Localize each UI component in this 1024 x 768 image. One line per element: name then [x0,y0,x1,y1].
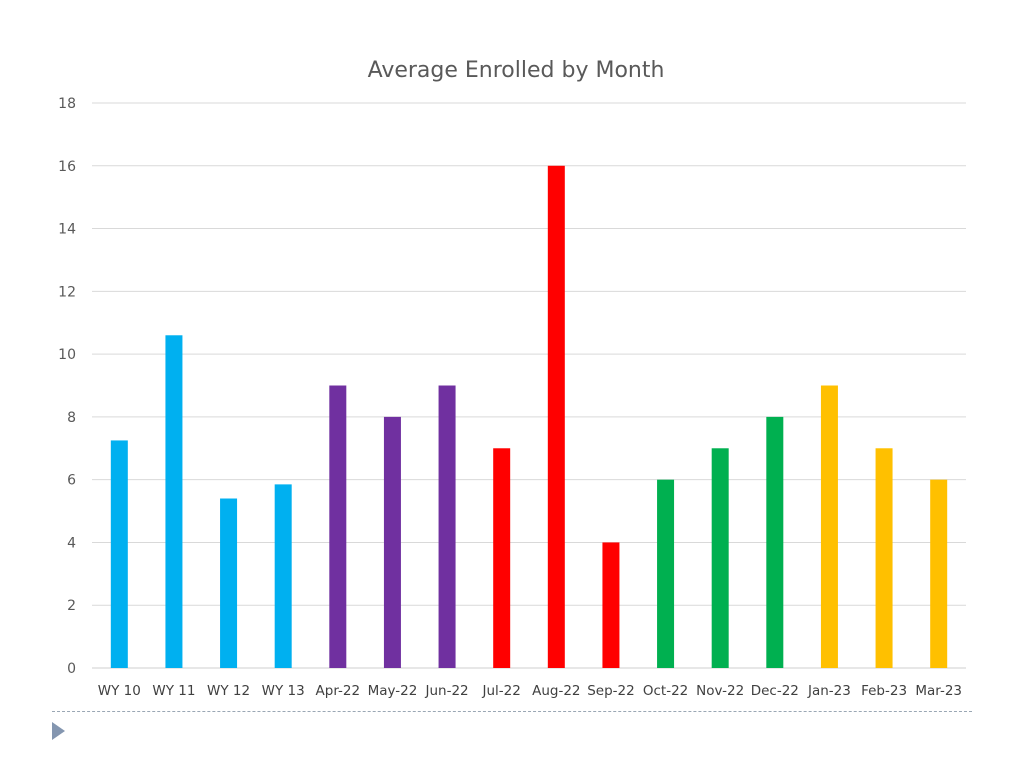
triangle-bullet-icon [52,722,65,740]
bar-nov-22 [711,448,729,668]
bar-jan-23 [820,385,838,668]
bar-dec-22 [766,416,784,668]
y-tick-label: 6 [67,473,76,489]
y-tick-label: 16 [58,159,76,175]
x-tick-label: Nov-22 [696,683,744,699]
x-tick-label: Feb-23 [861,683,907,699]
bar-oct-22 [657,479,675,668]
x-tick-label: Jun-22 [424,683,468,699]
bar-wy-10 [110,440,128,668]
y-tick-label: 18 [58,96,76,112]
x-tick-label: Aug-22 [532,683,580,699]
x-tick-label: Mar-23 [915,683,962,699]
y-tick-label: 10 [58,347,76,363]
x-tick-label: Jan-23 [807,683,851,699]
bar-sep-22 [602,542,620,668]
bar-wy-13 [274,484,292,668]
bar-may-22 [383,416,401,668]
x-tick-label: Oct-22 [643,683,688,699]
y-tick-label: 14 [58,222,76,238]
footer-divider [52,711,972,712]
y-tick-label: 4 [67,535,76,551]
x-tick-label: Sep-22 [587,683,635,699]
y-tick-label: 0 [67,661,76,677]
bars [110,165,948,668]
bar-apr-22 [329,385,347,668]
x-tick-label: Apr-22 [316,683,361,699]
bar-jul-22 [493,448,511,668]
bar-chart: Average Enrolled by Month 0 2 4 6 8 10 12 14 16 1… [58,58,966,699]
bar-wy-12 [220,498,238,668]
bar-mar-23 [930,479,948,668]
x-tick-label: Dec-22 [751,683,799,699]
x-tick-label: Jul-22 [482,683,521,699]
gridlines [92,102,966,669]
y-tick-label: 8 [67,410,76,426]
x-tick-label: WY 12 [207,683,250,699]
x-tick-label: WY 13 [262,683,305,699]
bar-feb-23 [875,448,893,668]
x-tick-label: WY 10 [98,683,141,699]
x-axis-ticks: WY 10 WY 11 WY 12 WY 13 Apr-22 May-22 Jun-22 Ju… [98,683,962,699]
bar-jun-22 [438,385,456,668]
y-axis-ticks: 0 2 4 6 8 10 12 14 16 18 [58,96,76,677]
x-tick-label: WY 11 [152,683,195,699]
y-tick-label: 12 [58,284,76,300]
bar-aug-22 [547,165,565,668]
y-tick-label: 2 [67,598,76,614]
chart-title: Average Enrolled by Month [368,58,665,83]
bar-wy-11 [165,335,183,668]
x-tick-label: May-22 [368,683,418,699]
